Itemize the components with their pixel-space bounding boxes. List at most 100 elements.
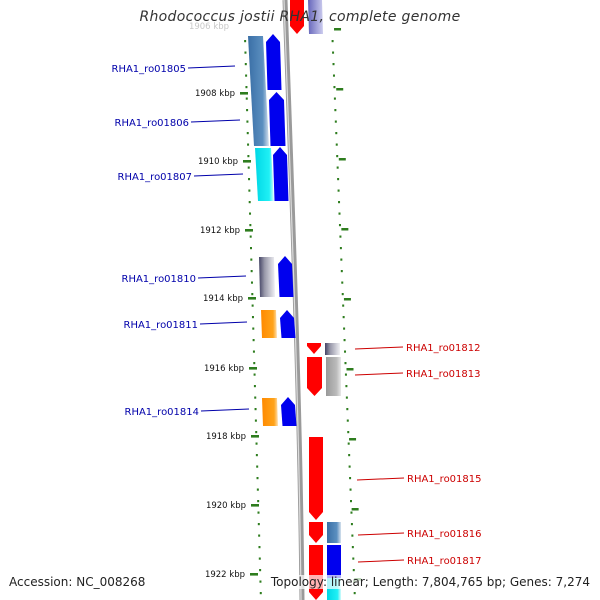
ruler-label-faded: 1906 kbp: [189, 22, 229, 32]
guide-dot: [341, 293, 344, 296]
ruler-tick: [251, 435, 259, 438]
forward-leader-line: [197, 275, 247, 279]
ruler-tick: [245, 229, 253, 232]
reverse-leader-line: [356, 477, 405, 481]
guide-dot: [253, 373, 256, 376]
reverse-gene-label[interactable]: RHA1_ro01815: [407, 474, 482, 485]
minor-tick: [346, 368, 354, 371]
gene-ro01816-block: [327, 522, 341, 543]
guide-dot: [253, 362, 256, 365]
guide-dot: [259, 569, 262, 572]
guide-dot: [334, 109, 337, 112]
guide-dot: [252, 350, 255, 353]
tick-guides: [244, 28, 362, 595]
minor-tick: [334, 28, 342, 31]
guide-dot: [245, 86, 248, 89]
reverse-gene-label[interactable]: RHA1_ro01816: [407, 529, 482, 540]
guide-dot: [340, 258, 343, 261]
guide-dot: [246, 132, 249, 135]
guide-dot: [338, 212, 341, 215]
gene-cutoff-arrow: [290, 0, 304, 34]
forward-gene-label[interactable]: RHA1_ro01807: [118, 172, 193, 183]
guide-dot: [250, 281, 253, 284]
ruler-tick: [250, 573, 258, 576]
gene-labels: RHA1_ro01805 RHA1_ro01806 RHA1_ro01807 RHA1…: [112, 64, 482, 567]
reverse-leader-line: [357, 532, 405, 536]
guide-dot: [252, 339, 255, 342]
gene-ro01813-arrow: [307, 357, 322, 396]
reverse-gene-label[interactable]: RHA1_ro01812: [406, 343, 481, 354]
forward-gene-label[interactable]: RHA1_ro01806: [115, 118, 190, 129]
gene-ro01811-arrow: [280, 310, 296, 338]
guide-dot: [250, 270, 253, 273]
forward-gene-label[interactable]: RHA1_ro01814: [125, 407, 200, 418]
guide-dot: [248, 178, 251, 181]
ruler-tick: [249, 367, 257, 370]
guide-dot: [255, 431, 258, 434]
gene-ro01807-arrow: [273, 147, 289, 201]
gene-ro01805-block: [248, 36, 269, 146]
guide-dot: [244, 63, 247, 66]
guide-dot: [245, 97, 248, 100]
reverse-gene-label[interactable]: RHA1_ro01813: [406, 369, 481, 380]
guide-dot: [338, 224, 341, 227]
guide-dot: [349, 488, 352, 491]
guide-dot: [352, 569, 355, 572]
guide-dot: [344, 350, 347, 353]
forward-leader-line: [190, 119, 241, 123]
reverse-leader-line: [354, 346, 404, 350]
guide-dot: [343, 339, 346, 342]
reverse-leader-line: [357, 559, 405, 563]
gene-ro01814-arrow: [281, 397, 297, 426]
forward-gene-label[interactable]: RHA1_ro01811: [124, 320, 199, 331]
gene-ro01812-block: [325, 343, 340, 355]
forward-gene-label[interactable]: RHA1_ro01805: [112, 64, 187, 75]
guide-dot: [247, 155, 250, 158]
guide-dot: [251, 304, 254, 307]
minor-tick: [341, 228, 349, 231]
guide-dot: [250, 258, 253, 261]
gene-ro01806-arrow: [269, 92, 286, 146]
guide-dot: [335, 132, 338, 135]
guide-dot: [339, 247, 342, 250]
gene-ro01812-arrow: [307, 343, 321, 354]
guide-dot: [249, 212, 252, 215]
guide-dot: [251, 316, 254, 319]
forward-leader-line: [187, 65, 236, 69]
guide-dot: [346, 408, 349, 411]
guide-dot: [337, 189, 340, 192]
gene-ro01817-arrow: [309, 545, 323, 600]
guide-dot: [258, 557, 261, 560]
map-title: Rhodococcus jostii RHA1, complete genome: [139, 9, 461, 25]
ruler-tick: [251, 504, 259, 507]
gene-ro01810-block: [259, 257, 275, 297]
ruler-label: 1910 kbp: [198, 157, 238, 167]
guide-dot: [254, 396, 257, 399]
ruler-label: 1916 kbp: [204, 364, 244, 374]
guide-dot: [351, 546, 354, 549]
forward-gene-label[interactable]: RHA1_ro01810: [122, 274, 197, 285]
gene-cutoff-block: [308, 0, 323, 34]
ruler-label: 1920 kbp: [206, 501, 246, 511]
guide-dot: [256, 465, 259, 468]
guide-dot: [344, 362, 347, 365]
ruler-label: 1918 kbp: [206, 432, 246, 442]
guide-dot: [353, 592, 356, 595]
reverse-leader-line: [354, 372, 404, 376]
guide-dot: [332, 51, 335, 54]
guide-dot: [344, 373, 347, 376]
forward-strand-genes: [248, 34, 297, 426]
guide-dot: [347, 442, 350, 445]
guide-dot: [258, 546, 261, 549]
accession-text: Accession: NC_008268: [9, 575, 146, 589]
guide-dot: [339, 235, 342, 238]
minor-tick: [343, 298, 351, 301]
reverse-gene-label[interactable]: RHA1_ro01817: [407, 556, 482, 567]
guide-dot: [244, 40, 247, 43]
ruler-label: 1914 kbp: [203, 294, 243, 304]
guide-dot: [335, 143, 338, 146]
guide-dot: [345, 396, 348, 399]
minor-tick: [351, 508, 359, 511]
guide-dot: [337, 178, 340, 181]
